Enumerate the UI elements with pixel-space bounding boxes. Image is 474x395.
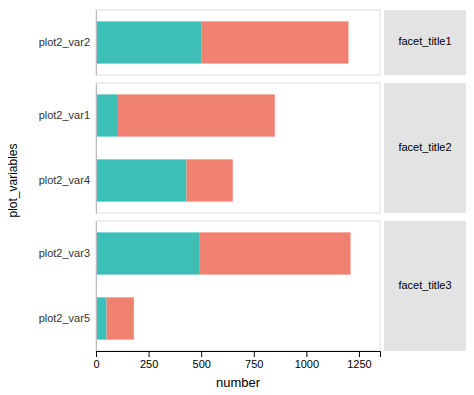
y-axis: plot2_var3 plot2_var5 <box>39 222 97 352</box>
x-tick-label: 250 <box>140 358 158 370</box>
y-tick-label: plot2_var5 <box>39 312 90 324</box>
y-tick: plot2_var5 <box>39 312 90 324</box>
bar <box>199 232 350 274</box>
x-tick-mark <box>96 351 97 357</box>
x-tick-mark <box>254 351 255 357</box>
y-axis-title: plot_variables <box>6 143 20 217</box>
y-axis: plot2_var1 plot2_var4 <box>39 84 97 214</box>
x-tick-mark <box>149 351 150 357</box>
x-tick-label: 500 <box>193 358 211 370</box>
y-tick-label: plot2_var1 <box>39 109 90 121</box>
x-tick-label: 750 <box>245 358 263 370</box>
y-tick: plot2_var4 <box>39 174 90 186</box>
bar <box>201 21 348 63</box>
x-tick-mark <box>359 351 360 357</box>
x-tick-mark <box>201 351 202 357</box>
x-tick: 1250 <box>347 351 371 370</box>
facet-strip <box>384 83 466 213</box>
bar <box>186 159 232 201</box>
chart: plot2_var2facet_title1plot2_var1plot2_va… <box>0 0 474 395</box>
facet-label: facet_title1 <box>398 35 451 47</box>
bars <box>96 21 348 63</box>
y-axis-line <box>96 11 97 76</box>
bar <box>96 232 199 274</box>
x-tick: 500 <box>193 351 211 370</box>
x-axis: 0 250 500 750 1000 1250 <box>93 351 380 370</box>
bar <box>96 94 117 136</box>
bar <box>96 21 201 63</box>
bar <box>96 159 186 201</box>
x-tick: 250 <box>140 351 158 370</box>
x-tick-label: 0 <box>93 358 99 370</box>
panel: plot2_var3 plot2_var5 0 250 500 750 1000 1250 <box>39 221 381 370</box>
y-axis-line <box>96 84 97 214</box>
facet-strip <box>384 221 466 351</box>
x-tick: 0 <box>93 351 99 370</box>
panel-frame <box>96 83 380 213</box>
bars <box>96 232 351 339</box>
y-axis-line <box>96 222 97 352</box>
panel: plot2_var2 <box>39 10 380 76</box>
x-tick-label: 1000 <box>295 358 319 370</box>
bar <box>96 297 107 339</box>
facet-label: facet_title3 <box>398 279 451 291</box>
x-tick-label: 1250 <box>347 358 371 370</box>
panel-frame <box>96 221 380 351</box>
facet-strip <box>384 10 466 75</box>
facet-label: facet_title2 <box>398 141 451 153</box>
panel: plot2_var1 plot2_var4 <box>39 83 380 214</box>
y-tick-label: plot2_var4 <box>39 174 90 186</box>
x-tick: 1000 <box>295 351 319 370</box>
x-tick: 750 <box>245 351 263 370</box>
panel-frame <box>96 10 380 75</box>
x-axis-line <box>97 352 381 358</box>
x-tick-mark <box>306 351 307 357</box>
bar <box>107 297 134 339</box>
y-tick: plot2_var1 <box>39 109 90 121</box>
y-axis: plot2_var2 <box>39 11 97 76</box>
y-tick-label: plot2_var2 <box>39 36 90 48</box>
bars <box>96 94 275 201</box>
y-tick: plot2_var3 <box>39 247 90 259</box>
y-tick-label: plot2_var3 <box>39 247 90 259</box>
x-axis-title: number <box>216 375 261 390</box>
y-tick: plot2_var2 <box>39 36 90 48</box>
bar <box>117 94 275 136</box>
